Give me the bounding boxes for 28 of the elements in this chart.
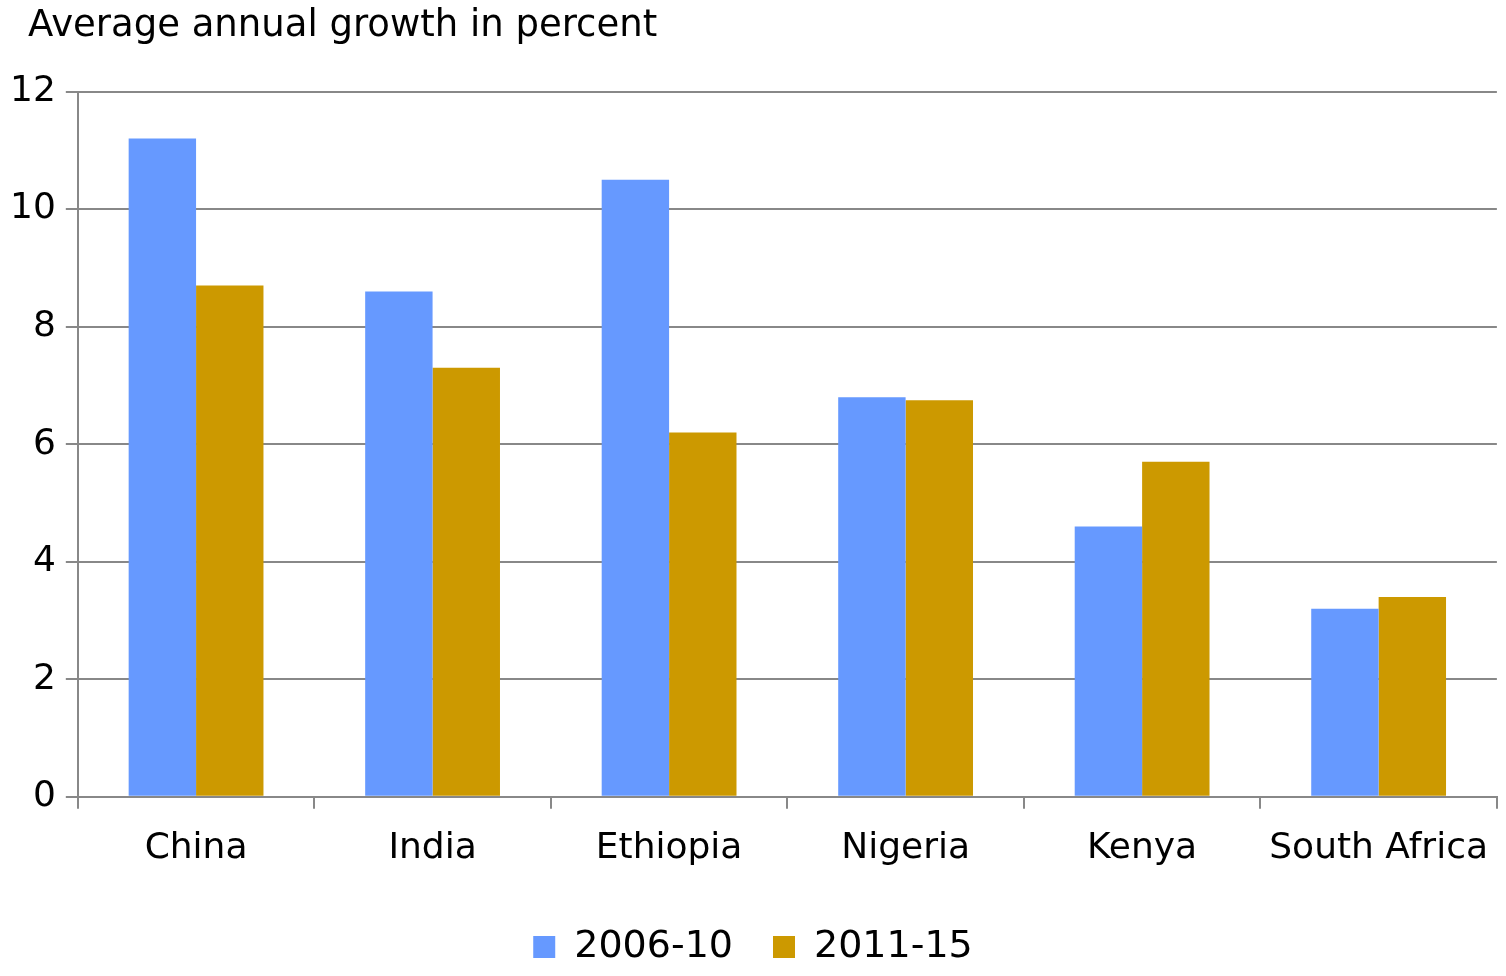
bar [601, 179, 670, 796]
bar [1311, 608, 1379, 796]
y-tick-label: 0 [32, 773, 56, 815]
bar [432, 367, 500, 796]
y-tick-label: 12 [10, 67, 56, 109]
x-tick-label: Ethiopia [595, 824, 743, 866]
y-tick-label: 10 [10, 185, 56, 227]
bar [905, 400, 974, 796]
bar [838, 397, 906, 796]
bar [196, 285, 264, 796]
x-tick-label: Kenya [1087, 824, 1198, 866]
y-tick-label: 8 [32, 303, 56, 345]
bar [1074, 526, 1143, 796]
x-tick-label: South Africa [1269, 824, 1488, 866]
y-axis-title: Average annual growth in percent [28, 2, 658, 45]
y-tick-label: 4 [32, 538, 56, 580]
y-tick-label: 6 [32, 420, 56, 462]
legend-label: 2011-15 [814, 921, 973, 966]
bar [365, 291, 433, 796]
bar [1142, 461, 1210, 796]
bar [1378, 596, 1447, 796]
legend-label: 2006-10 [574, 921, 734, 966]
x-tick-label: Nigeria [841, 824, 970, 866]
bar [669, 432, 737, 796]
bar [128, 138, 197, 796]
y-tick-label: 2 [32, 655, 56, 697]
x-tick-label: India [388, 824, 477, 866]
x-tick-label: China [144, 824, 248, 866]
